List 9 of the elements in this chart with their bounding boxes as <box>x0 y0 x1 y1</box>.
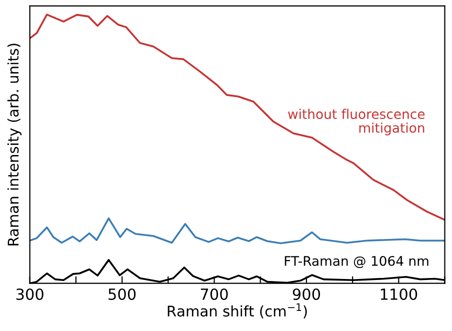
y-axis-title: Raman intensity (arb. units) <box>7 44 22 246</box>
x-tick-label: 900 <box>292 288 320 300</box>
x-tick-label: 300 <box>16 288 44 300</box>
x-tick-label: 500 <box>108 288 136 300</box>
x-tick-label: 700 <box>200 288 228 300</box>
x-tick-label: 1100 <box>380 288 418 300</box>
series-label: FT-Raman @ 1064 nm <box>284 256 428 268</box>
x-axis-title: Raman shift (cm$^{−1}$) <box>168 303 307 318</box>
series-label: without fluorescence mitigation <box>288 108 425 136</box>
